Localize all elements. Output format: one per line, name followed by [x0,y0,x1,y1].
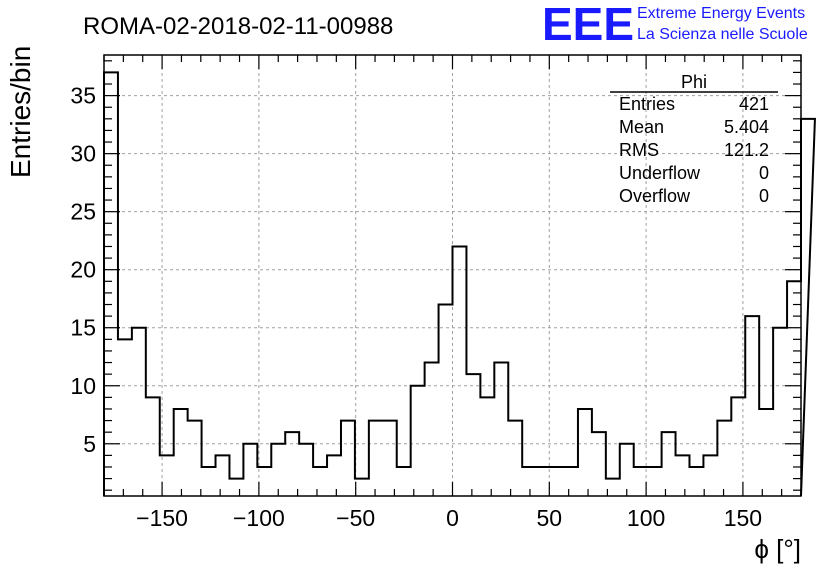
logo-mark: EEE [542,0,634,50]
x-tick-label: 50 [537,505,563,531]
y-tick-label: 10 [70,373,96,399]
x-tick-label: 100 [627,505,665,531]
x-tick-label: 0 [446,505,459,531]
stats-value-rms: 121.2 [724,140,769,160]
logo-line-1: Extreme Energy Events [637,5,805,22]
y-tick-label: 30 [70,141,96,167]
y-tick-labels: 5 10 15 20 25 30 35 [70,83,96,457]
stats-value-mean: 5.404 [724,117,769,137]
stats-label-overflow: Overflow [619,186,691,206]
stats-label-mean: Mean [619,117,664,137]
stats-label-entries: Entries [619,94,675,114]
x-tick-labels: −150 −100 −50 0 50 100 150 [136,505,762,531]
stats-label-rms: RMS [619,140,659,160]
axis-ticks [103,55,802,496]
x-tick-label: −100 [233,505,285,531]
x-tick-label: 150 [724,505,762,531]
y-tick-label: 15 [70,315,96,341]
grid-lines [104,55,801,496]
chart-title: ROMA-02-2018-02-11-00988 [83,13,393,40]
y-tick-label: 25 [70,199,96,225]
y-axis-label: Entries/bin [5,46,36,178]
stats-value-underflow: 0 [759,163,769,183]
x-axis-label: ϕ [°] [754,534,801,564]
y-tick-label: 35 [70,83,96,109]
stats-label-underflow: Underflow [619,163,701,183]
stats-box: Phi Entries 421 Mean 5.404 RMS 121.2 Und… [610,72,778,206]
logo-line-2: La Scienza nelle Scuole [637,26,808,43]
stats-value-entries: 421 [739,94,769,114]
histogram-series [103,71,816,497]
y-tick-label: 20 [70,257,96,283]
stats-title: Phi [681,72,707,92]
x-tick-label: −150 [136,505,188,531]
eee-logo: EEE Extreme Energy Events La Scienza nel… [542,0,808,50]
y-tick-label: 5 [83,431,96,457]
x-tick-label: −50 [336,505,375,531]
stats-value-overflow: 0 [759,186,769,206]
